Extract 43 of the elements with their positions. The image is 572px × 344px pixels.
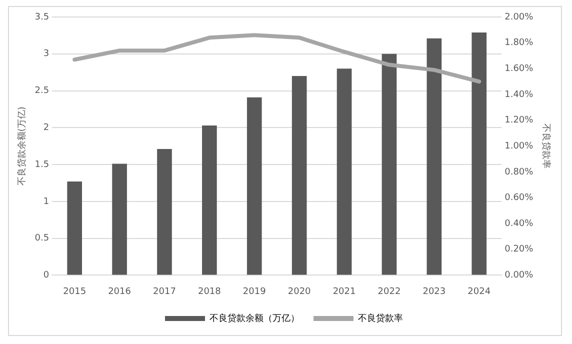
- bar: [426, 38, 442, 275]
- bar: [382, 54, 397, 275]
- y-tick-label: 0: [43, 270, 50, 281]
- y2-tick-label: 1.80%: [504, 38, 534, 48]
- legend-label: 不良贷款率: [358, 312, 403, 324]
- bar: [336, 68, 352, 275]
- y2-tick-label: 0.00%: [504, 270, 534, 281]
- bar: [202, 125, 217, 275]
- y-tick-label: 3: [43, 49, 50, 60]
- y2-axis-title: 不良贷款率: [540, 124, 552, 169]
- x-tick-label: 2019: [242, 286, 266, 297]
- bar: [246, 97, 262, 275]
- y2-tick-label: 1.00%: [504, 141, 534, 152]
- x-tick-label: 2016: [108, 286, 132, 297]
- bar: [292, 76, 307, 275]
- y2-tick-label: 1.20%: [504, 116, 534, 126]
- y-tick-label: 1.5: [34, 160, 50, 170]
- x-tick-label: 2015: [63, 286, 86, 297]
- bar: [112, 164, 127, 275]
- x-tick-label: 2021: [332, 286, 356, 297]
- y2-tick-label: 0.80%: [504, 167, 534, 178]
- bar: [157, 149, 172, 275]
- x-tick-label: 2018: [198, 286, 222, 297]
- y2-tick-label: 0.40%: [504, 218, 534, 229]
- bar: [472, 32, 487, 275]
- y-tick-label: 2: [43, 123, 50, 133]
- x-tick-label: 2022: [378, 286, 401, 297]
- y2-tick-label: 1.60%: [504, 64, 534, 74]
- y-tick-label: 3.5: [34, 12, 50, 22]
- y-tick-label: 2.5: [34, 86, 50, 96]
- y-tick-label: 0.5: [34, 234, 50, 244]
- x-tick-label: 2024: [468, 286, 491, 297]
- y2-tick-label: 0.60%: [504, 193, 534, 204]
- y-axis-title: 不良贷款余额(万亿): [16, 106, 28, 186]
- y-tick-label: 1: [43, 196, 50, 207]
- x-tick-label: 2020: [288, 286, 312, 297]
- x-tick-label: 2017: [153, 286, 176, 297]
- y2-tick-label: 1.40%: [504, 90, 534, 100]
- y2-tick-label: 0.20%: [504, 244, 534, 255]
- legend-label: 不良贷款余额（万亿）: [210, 312, 300, 324]
- y2-tick-label: 2.00%: [504, 12, 534, 22]
- x-tick-label: 2023: [422, 286, 446, 297]
- bar: [67, 182, 82, 275]
